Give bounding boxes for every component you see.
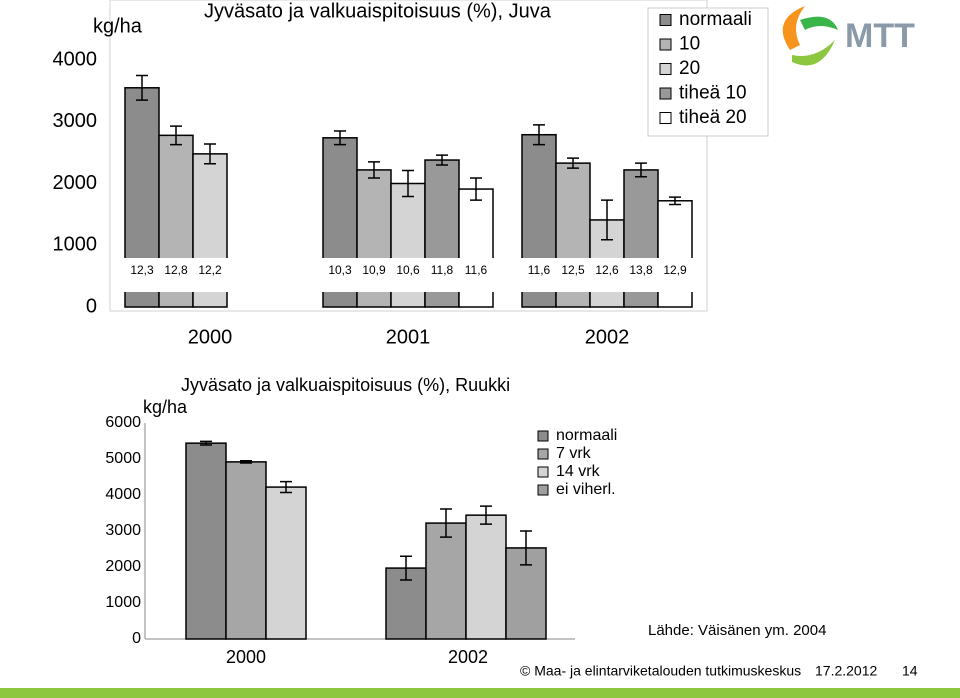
footer-page: 14 <box>902 663 918 679</box>
legend-swatch <box>659 112 672 124</box>
source: Lähde: Väisänen ym. 2004 <box>648 622 826 639</box>
error-bar <box>635 162 647 178</box>
y-tick-label: 3000 <box>105 522 141 539</box>
bar <box>465 514 507 640</box>
error-bar <box>436 154 448 166</box>
error-bar <box>280 480 292 494</box>
legend-swatch <box>659 38 672 51</box>
error-bar <box>520 530 532 566</box>
legend-label: normaali <box>556 427 617 444</box>
data-label: 12,3 <box>130 263 154 277</box>
error-bar <box>480 505 492 525</box>
error-bar <box>402 169 414 198</box>
bar <box>265 486 307 640</box>
logo-text: MTT <box>845 17 915 55</box>
error-bar <box>567 157 579 169</box>
y-tick-label: 2000 <box>53 172 98 194</box>
y-axis-label: kg/ha <box>143 397 188 417</box>
legend-swatch <box>537 448 549 460</box>
logo-swirl <box>782 6 805 50</box>
bar <box>185 442 227 640</box>
y-tick-label: 6000 <box>105 414 141 431</box>
error-bar <box>533 124 545 146</box>
y-tick-label: 0 <box>86 295 97 317</box>
data-label: 10,9 <box>362 263 386 277</box>
error-bar <box>200 440 212 446</box>
error-bar <box>136 74 148 101</box>
y-tick-label: 0 <box>132 630 141 647</box>
footer-org: © Maa- ja elintarviketalouden tutkimuske… <box>520 663 801 679</box>
logo: MTT <box>782 6 915 66</box>
x-tick-label: 2002 <box>448 647 488 667</box>
y-axis-label: kg/ha <box>93 15 143 37</box>
legend-label: 14 vrk <box>556 463 601 480</box>
data-label: 12,5 <box>561 263 585 277</box>
x-tick-label: 2001 <box>386 326 431 348</box>
bar <box>225 461 267 640</box>
legend-swatch <box>537 484 549 496</box>
logo-swirl <box>800 16 838 30</box>
legend-label: normaali <box>679 9 752 30</box>
data-label: 10,6 <box>396 263 420 277</box>
legend-label: ei viherl. <box>556 481 616 498</box>
legend-swatch <box>659 87 672 100</box>
legend-label: 20 <box>679 58 700 79</box>
data-label: 12,9 <box>663 263 687 277</box>
footer-date: 17.2.2012 <box>815 663 877 679</box>
y-tick-label: 3000 <box>53 110 98 132</box>
data-label: 11,6 <box>528 263 551 277</box>
error-bar <box>170 125 182 146</box>
x-tick-label: 2000 <box>226 647 266 667</box>
error-bar <box>669 196 681 206</box>
data-label: 11,8 <box>431 263 454 277</box>
data-label: 12,2 <box>198 263 222 277</box>
chart-title: Jyväsato ja valkuaispitoisuus (%), Ruukk… <box>181 375 510 395</box>
error-bar <box>440 508 452 538</box>
y-tick-label: 1000 <box>53 234 98 256</box>
x-tick-label: 2000 <box>188 326 233 348</box>
data-label: 12,6 <box>595 263 619 277</box>
y-tick-label: 5000 <box>105 450 141 467</box>
bar <box>425 522 467 640</box>
x-tick-label: 2002 <box>585 326 630 348</box>
y-tick-label: 2000 <box>105 558 141 575</box>
error-bar <box>400 555 412 581</box>
y-tick-label: 1000 <box>105 594 141 611</box>
error-bar <box>470 177 482 201</box>
error-bar <box>601 199 613 241</box>
error-bar <box>204 143 216 165</box>
plot-frame <box>109 0 708 312</box>
data-label: 12,8 <box>164 263 188 277</box>
legend-swatch <box>659 14 672 26</box>
footer-strip <box>0 688 960 698</box>
legend-label: tiheä 20 <box>679 107 747 128</box>
data-label: 13,8 <box>629 263 653 277</box>
legend-swatch <box>659 63 672 75</box>
label-band <box>112 258 706 292</box>
logo-swirl <box>792 40 835 66</box>
y-tick-label: 4000 <box>105 486 141 503</box>
legend-label: 10 <box>679 34 700 55</box>
data-label: 10,3 <box>328 263 352 277</box>
data-label: 11,6 <box>465 263 488 277</box>
chart-title: Jyväsato ja valkuaispitoisuus (%), Juva <box>204 0 552 22</box>
legend-label: 7 vrk <box>556 445 592 462</box>
error-bar <box>240 460 252 464</box>
legend-swatch <box>537 466 549 478</box>
legend-swatch <box>537 430 549 442</box>
y-tick-label: 4000 <box>53 48 98 70</box>
error-bar <box>334 130 346 146</box>
legend-label: tiheä 10 <box>679 83 747 104</box>
error-bar <box>368 161 380 179</box>
